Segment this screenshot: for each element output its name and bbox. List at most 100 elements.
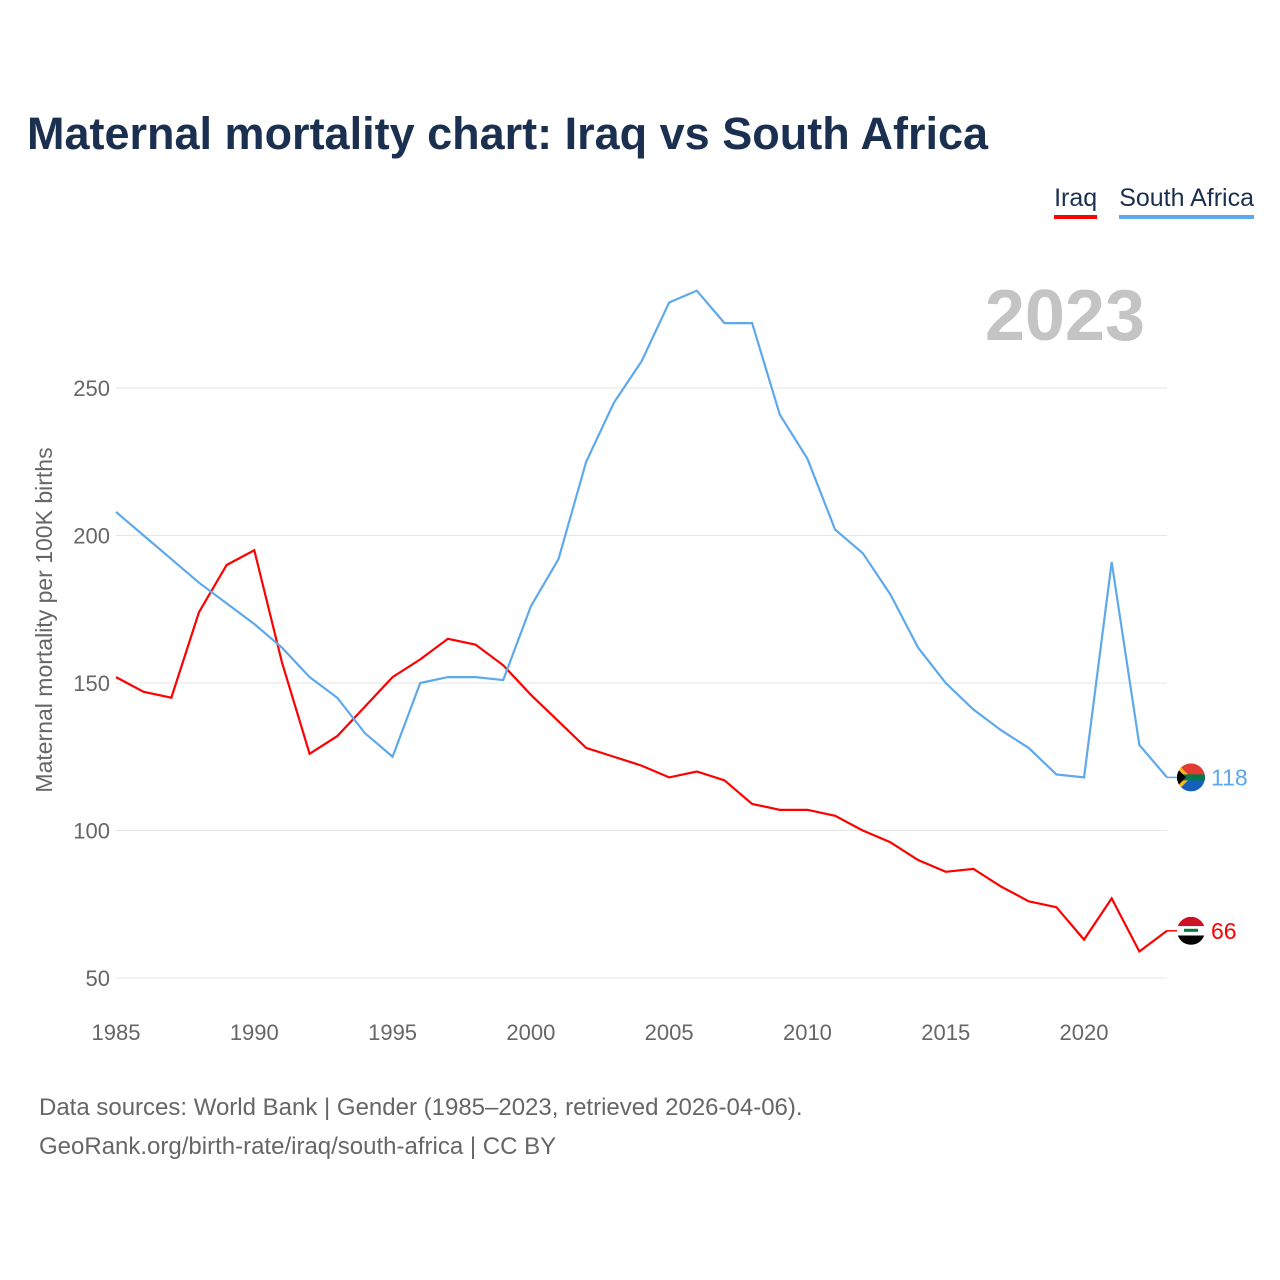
data-point bbox=[528, 603, 534, 609]
data-point bbox=[694, 288, 700, 294]
legend-iraq[interactable]: Iraq bbox=[1054, 184, 1098, 219]
data-point bbox=[1136, 948, 1142, 954]
end-value-label: 66 bbox=[1211, 918, 1237, 944]
data-point bbox=[943, 869, 949, 875]
data-point bbox=[251, 621, 257, 627]
data-point bbox=[473, 674, 479, 680]
data-point bbox=[113, 674, 119, 680]
data-point bbox=[970, 707, 976, 713]
data-point bbox=[224, 562, 230, 568]
data-point bbox=[721, 320, 727, 326]
data-point bbox=[417, 656, 423, 662]
x-tick-label: 2005 bbox=[645, 1020, 694, 1045]
data-point bbox=[556, 718, 562, 724]
data-point bbox=[251, 547, 257, 553]
data-point bbox=[860, 550, 866, 556]
data-point bbox=[390, 674, 396, 680]
series-line-south-africa bbox=[115, 289, 1168, 779]
data-point bbox=[528, 692, 534, 698]
data-point bbox=[1026, 745, 1032, 751]
data-point bbox=[860, 828, 866, 834]
end-value-label: 118 bbox=[1211, 764, 1248, 790]
data-point bbox=[721, 777, 727, 783]
data-point bbox=[224, 600, 230, 606]
year-label: 2023 bbox=[985, 276, 1145, 356]
data-point bbox=[1053, 771, 1059, 777]
iraq-flag-icon bbox=[1177, 916, 1205, 945]
data-point bbox=[196, 580, 202, 586]
data-point bbox=[417, 680, 423, 686]
y-tick-label: 100 bbox=[73, 819, 110, 844]
source-line-2[interactable]: GeoRank.org/birth-rate/iraq/south-africa… bbox=[39, 1133, 557, 1160]
data-point bbox=[168, 695, 174, 701]
data-point bbox=[611, 754, 617, 760]
x-tick-label: 2015 bbox=[921, 1020, 970, 1045]
data-point bbox=[334, 733, 340, 739]
x-tick-label: 2020 bbox=[1060, 1020, 1109, 1045]
data-point bbox=[915, 645, 921, 651]
data-point bbox=[556, 556, 562, 562]
data-point bbox=[749, 801, 755, 807]
data-point bbox=[777, 807, 783, 813]
data-point bbox=[887, 592, 893, 598]
data-point bbox=[1081, 774, 1087, 780]
south-africa-flag-icon bbox=[1177, 763, 1205, 792]
data-point bbox=[1109, 895, 1115, 901]
source-note: Data sources: World Bank | Gender (1985–… bbox=[39, 1088, 803, 1166]
data-point bbox=[804, 456, 810, 462]
data-point bbox=[279, 645, 285, 651]
data-point bbox=[473, 642, 479, 648]
data-point bbox=[445, 674, 451, 680]
y-tick-label: 200 bbox=[73, 524, 110, 549]
y-axis-label: Maternal mortality per 100K births bbox=[31, 447, 57, 792]
chart-title: Maternal mortality chart: Iraq vs South … bbox=[27, 108, 989, 159]
data-point bbox=[611, 400, 617, 406]
data-point bbox=[970, 866, 976, 872]
x-tick-label: 1985 bbox=[92, 1020, 141, 1045]
data-point bbox=[887, 839, 893, 845]
data-point bbox=[804, 807, 810, 813]
data-point bbox=[334, 695, 340, 701]
series-line-iraq bbox=[115, 548, 1168, 954]
y-tick-label: 250 bbox=[73, 376, 110, 401]
data-point bbox=[1109, 559, 1115, 565]
data-point bbox=[777, 412, 783, 418]
data-point bbox=[666, 774, 672, 780]
data-point bbox=[998, 884, 1004, 890]
data-point bbox=[307, 674, 313, 680]
legend-south-africa[interactable]: South Africa bbox=[1119, 184, 1254, 219]
x-tick-label: 1990 bbox=[230, 1020, 279, 1045]
y-tick-label: 150 bbox=[73, 671, 110, 696]
y-tick-label: 50 bbox=[86, 966, 110, 991]
data-point bbox=[500, 677, 506, 683]
x-tick-label: 1995 bbox=[368, 1020, 417, 1045]
data-point bbox=[1081, 937, 1087, 943]
data-point bbox=[196, 609, 202, 615]
data-point bbox=[998, 727, 1004, 733]
x-tick-label: 2010 bbox=[783, 1020, 832, 1045]
data-point bbox=[168, 556, 174, 562]
data-point bbox=[362, 730, 368, 736]
data-point bbox=[1026, 898, 1032, 904]
data-point bbox=[639, 358, 645, 364]
data-point bbox=[500, 662, 506, 668]
data-point bbox=[1136, 742, 1142, 748]
legend: Iraq South Africa bbox=[1054, 184, 1254, 219]
data-point bbox=[749, 320, 755, 326]
data-point bbox=[832, 527, 838, 533]
data-point bbox=[279, 659, 285, 665]
data-point bbox=[390, 754, 396, 760]
x-tick-label: 2000 bbox=[506, 1020, 555, 1045]
data-point bbox=[362, 704, 368, 710]
data-point bbox=[113, 509, 119, 515]
data-point bbox=[639, 763, 645, 769]
data-point bbox=[445, 636, 451, 642]
data-point bbox=[141, 533, 147, 539]
data-point bbox=[832, 813, 838, 819]
data-point bbox=[1053, 904, 1059, 910]
data-point bbox=[694, 769, 700, 775]
data-point bbox=[583, 459, 589, 465]
data-point bbox=[583, 745, 589, 751]
data-point bbox=[666, 299, 672, 305]
